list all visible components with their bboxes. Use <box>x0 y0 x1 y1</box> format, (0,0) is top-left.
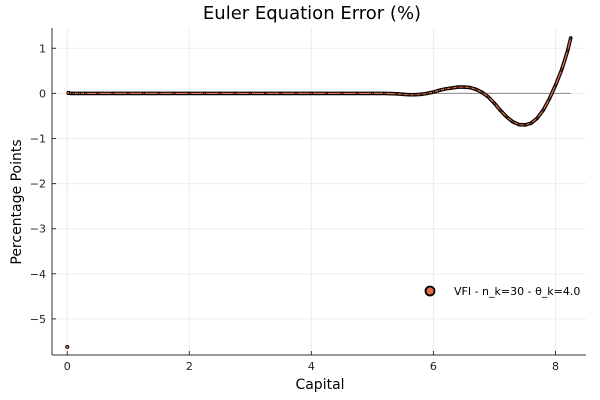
data-point <box>264 91 268 95</box>
data-point <box>157 91 161 95</box>
data-point <box>541 108 545 112</box>
data-point <box>456 85 460 89</box>
x-tick-label: 2 <box>186 360 193 373</box>
data-point <box>395 92 399 96</box>
y-tick-label: 1 <box>39 42 46 55</box>
data-point <box>529 121 533 125</box>
data-point <box>84 91 88 95</box>
data-point <box>486 95 490 99</box>
data-point <box>431 90 435 94</box>
data-point <box>309 91 313 95</box>
data-point <box>553 83 558 87</box>
data-point <box>172 91 176 95</box>
data-point <box>325 91 329 95</box>
data-point <box>233 91 237 95</box>
data-point <box>468 85 472 90</box>
y-tick-label: −2 <box>30 178 46 191</box>
data-point <box>218 91 222 95</box>
x-tick-label: 0 <box>64 360 71 373</box>
data-point <box>355 91 359 95</box>
data-point <box>474 87 478 91</box>
legend-label: VFI - n_k=30 - θ_k=4.0 <box>454 285 580 298</box>
data-point <box>462 85 466 89</box>
data-point <box>560 68 564 72</box>
y-tick-label: −5 <box>30 313 46 326</box>
data-point <box>517 122 521 127</box>
data-point <box>141 91 146 95</box>
axes <box>51 28 586 356</box>
y-tick-label: −1 <box>30 133 46 146</box>
data-point <box>126 91 130 95</box>
data-point <box>68 91 72 95</box>
data-point <box>77 91 82 95</box>
y-axis-label: Percentage Points <box>9 139 25 264</box>
data-point <box>248 91 252 95</box>
data-point <box>492 101 497 105</box>
data-point <box>566 49 570 53</box>
data-point <box>523 123 527 127</box>
data-point <box>547 97 551 101</box>
data-point <box>401 92 405 96</box>
x-tick-label: 4 <box>308 360 315 373</box>
data-point <box>279 91 283 95</box>
data-point <box>505 115 509 119</box>
data-point <box>65 344 70 349</box>
x-tick-label: 6 <box>430 360 437 373</box>
data-point <box>111 91 115 95</box>
data-point <box>425 91 429 95</box>
y-tick-label: −3 <box>30 223 46 236</box>
chart-title: Euler Equation Error (%) <box>203 3 421 24</box>
data-point <box>413 93 417 97</box>
data-point <box>407 93 411 97</box>
x-tick-label: 8 <box>552 360 559 373</box>
data-point <box>499 108 503 113</box>
data-point <box>419 92 423 96</box>
data-point <box>370 91 374 95</box>
data-point <box>437 88 442 92</box>
data-point <box>480 90 484 95</box>
tick-labels: 0 2 4 6 810−1−2−3−4−5 <box>30 42 559 373</box>
data-point <box>444 87 448 91</box>
data-point <box>71 91 75 95</box>
data-point <box>96 91 100 95</box>
data-point <box>340 91 344 95</box>
y-tick-label: 0 <box>39 87 46 100</box>
legend: VFI - n_k=30 - θ_k=4.0 <box>424 285 580 298</box>
legend-marker <box>424 285 436 297</box>
data-series <box>65 36 573 349</box>
x-axis-label: Capital <box>295 377 344 393</box>
data-point <box>383 91 387 95</box>
data-point <box>535 116 539 120</box>
y-tick-label: −4 <box>30 268 46 281</box>
data-point <box>511 120 515 124</box>
data-point <box>294 91 298 95</box>
data-point <box>569 36 573 40</box>
data-point <box>203 91 207 95</box>
data-point <box>450 86 454 90</box>
data-point <box>187 91 191 95</box>
